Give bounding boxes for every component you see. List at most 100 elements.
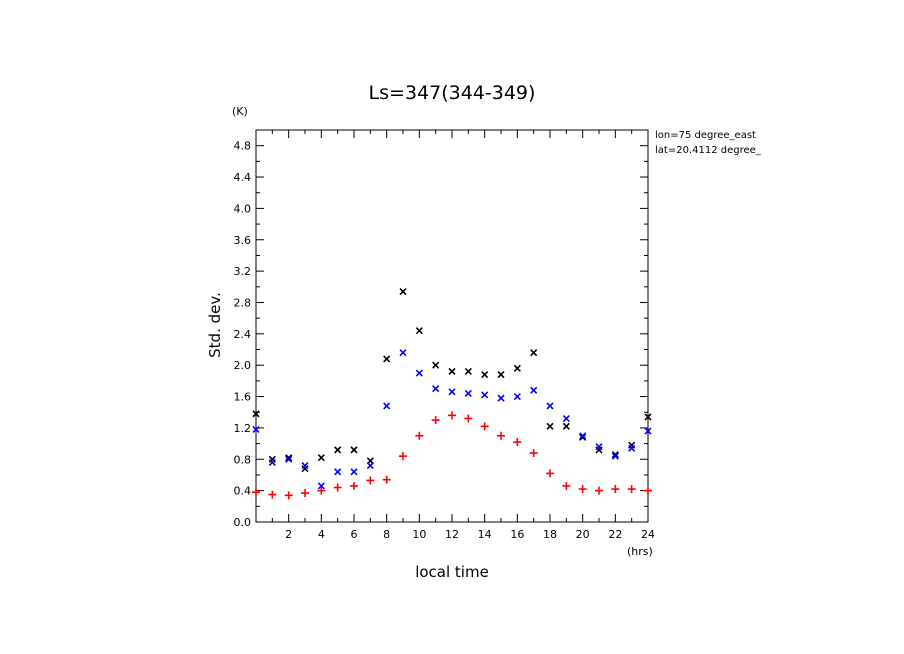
data-point [301,461,309,470]
data-point [252,488,260,497]
y-axis-label: Std. dev. [206,292,224,358]
data-point [350,481,358,490]
data-point [529,449,538,458]
data-point [644,486,652,495]
data-point [497,371,505,379]
data-point [513,392,521,401]
x-axis-label: local time [415,563,489,581]
data-point [579,432,587,440]
data-point [611,485,620,494]
x-tick-label: 6 [351,528,358,541]
y-ticks: 0.0 0.4 0.8 1.2 1.6 2.0 2.4 2.8 3.2 3.6 4.0 4.4 4.8 [234,140,648,529]
data-point [317,486,326,495]
y-tick-label: 4.8 [234,140,252,153]
data-point [546,402,554,410]
data-point [611,451,619,459]
x-ticks: 2 4 6 8 10 12 14 16 18 20 22 24 [271,130,655,541]
data-point [480,422,489,431]
x-unit-label: (hrs) [627,545,653,558]
data-point [285,455,293,463]
x-tick-label: 22 [608,528,622,541]
data-point [448,411,456,420]
x-tick-label: 16 [510,528,524,541]
data-point [399,349,407,357]
data-point [366,461,374,470]
data-point [464,389,472,397]
data-point [578,485,587,494]
data-point [301,488,309,497]
data-point [481,371,489,379]
data-point [383,402,391,410]
data-markers [252,287,652,500]
data-point [595,486,603,495]
y-tick-label: 0.0 [234,516,252,529]
data-point [497,394,505,402]
data-point [448,367,456,376]
y-tick-label: 3.2 [234,265,252,278]
data-point [644,427,652,435]
data-point [579,433,587,441]
data-point [383,355,391,363]
chart-title: Ls=347(344-349) [369,82,536,104]
data-point [432,361,440,369]
y-tick-label: 4.4 [234,171,252,184]
x-tick-label: 14 [478,528,492,541]
data-point [432,385,440,393]
data-point [252,425,260,434]
data-point [562,422,570,430]
data-point [382,475,391,484]
data-point [595,443,603,451]
data-point [431,416,440,425]
data-point [268,490,277,499]
series-0 [252,287,652,473]
data-point [415,369,423,377]
data-point [530,349,538,357]
y-tick-label: 1.6 [234,391,252,404]
data-point [627,485,636,494]
y-unit-label: (K) [232,105,248,118]
y-tick-label: 1.2 [234,422,252,435]
data-point [513,364,521,372]
data-point [366,476,375,485]
data-point [562,414,570,423]
data-point [399,287,407,296]
data-point [628,444,636,452]
data-point [415,431,424,440]
data-point [285,454,293,462]
data-point [497,431,505,440]
data-point [333,483,342,492]
data-point [350,468,358,476]
data-point [284,491,293,500]
series-1 [252,349,652,490]
series-2 [252,411,652,500]
data-point [317,482,325,490]
x-tick-label: 10 [412,528,426,541]
data-point [546,422,554,430]
data-point [415,327,423,335]
y-tick-label: 3.6 [234,234,252,247]
data-point [644,413,652,421]
data-point [448,388,456,396]
data-point [464,367,472,376]
y-tick-label: 0.8 [234,453,252,466]
x-tick-label: 2 [285,528,292,541]
data-point [252,410,260,418]
annotation-lon: lon=75 degree_east [655,130,756,141]
data-point [611,452,619,460]
data-point [268,458,276,466]
y-tick-label: 4.0 [234,202,252,215]
plot-frame [255,129,649,523]
data-point [530,386,538,394]
y-tick-label: 2.4 [234,328,252,341]
data-point [481,391,489,399]
y-tick-label: 2.8 [234,296,252,309]
x-tick-label: 18 [543,528,557,541]
x-tick-label: 4 [318,528,325,541]
data-point [464,414,473,423]
x-tick-label: 20 [576,528,590,541]
data-point [334,468,342,476]
data-point [350,446,358,454]
x-tick-label: 12 [445,528,459,541]
x-tick-label: 8 [383,528,390,541]
